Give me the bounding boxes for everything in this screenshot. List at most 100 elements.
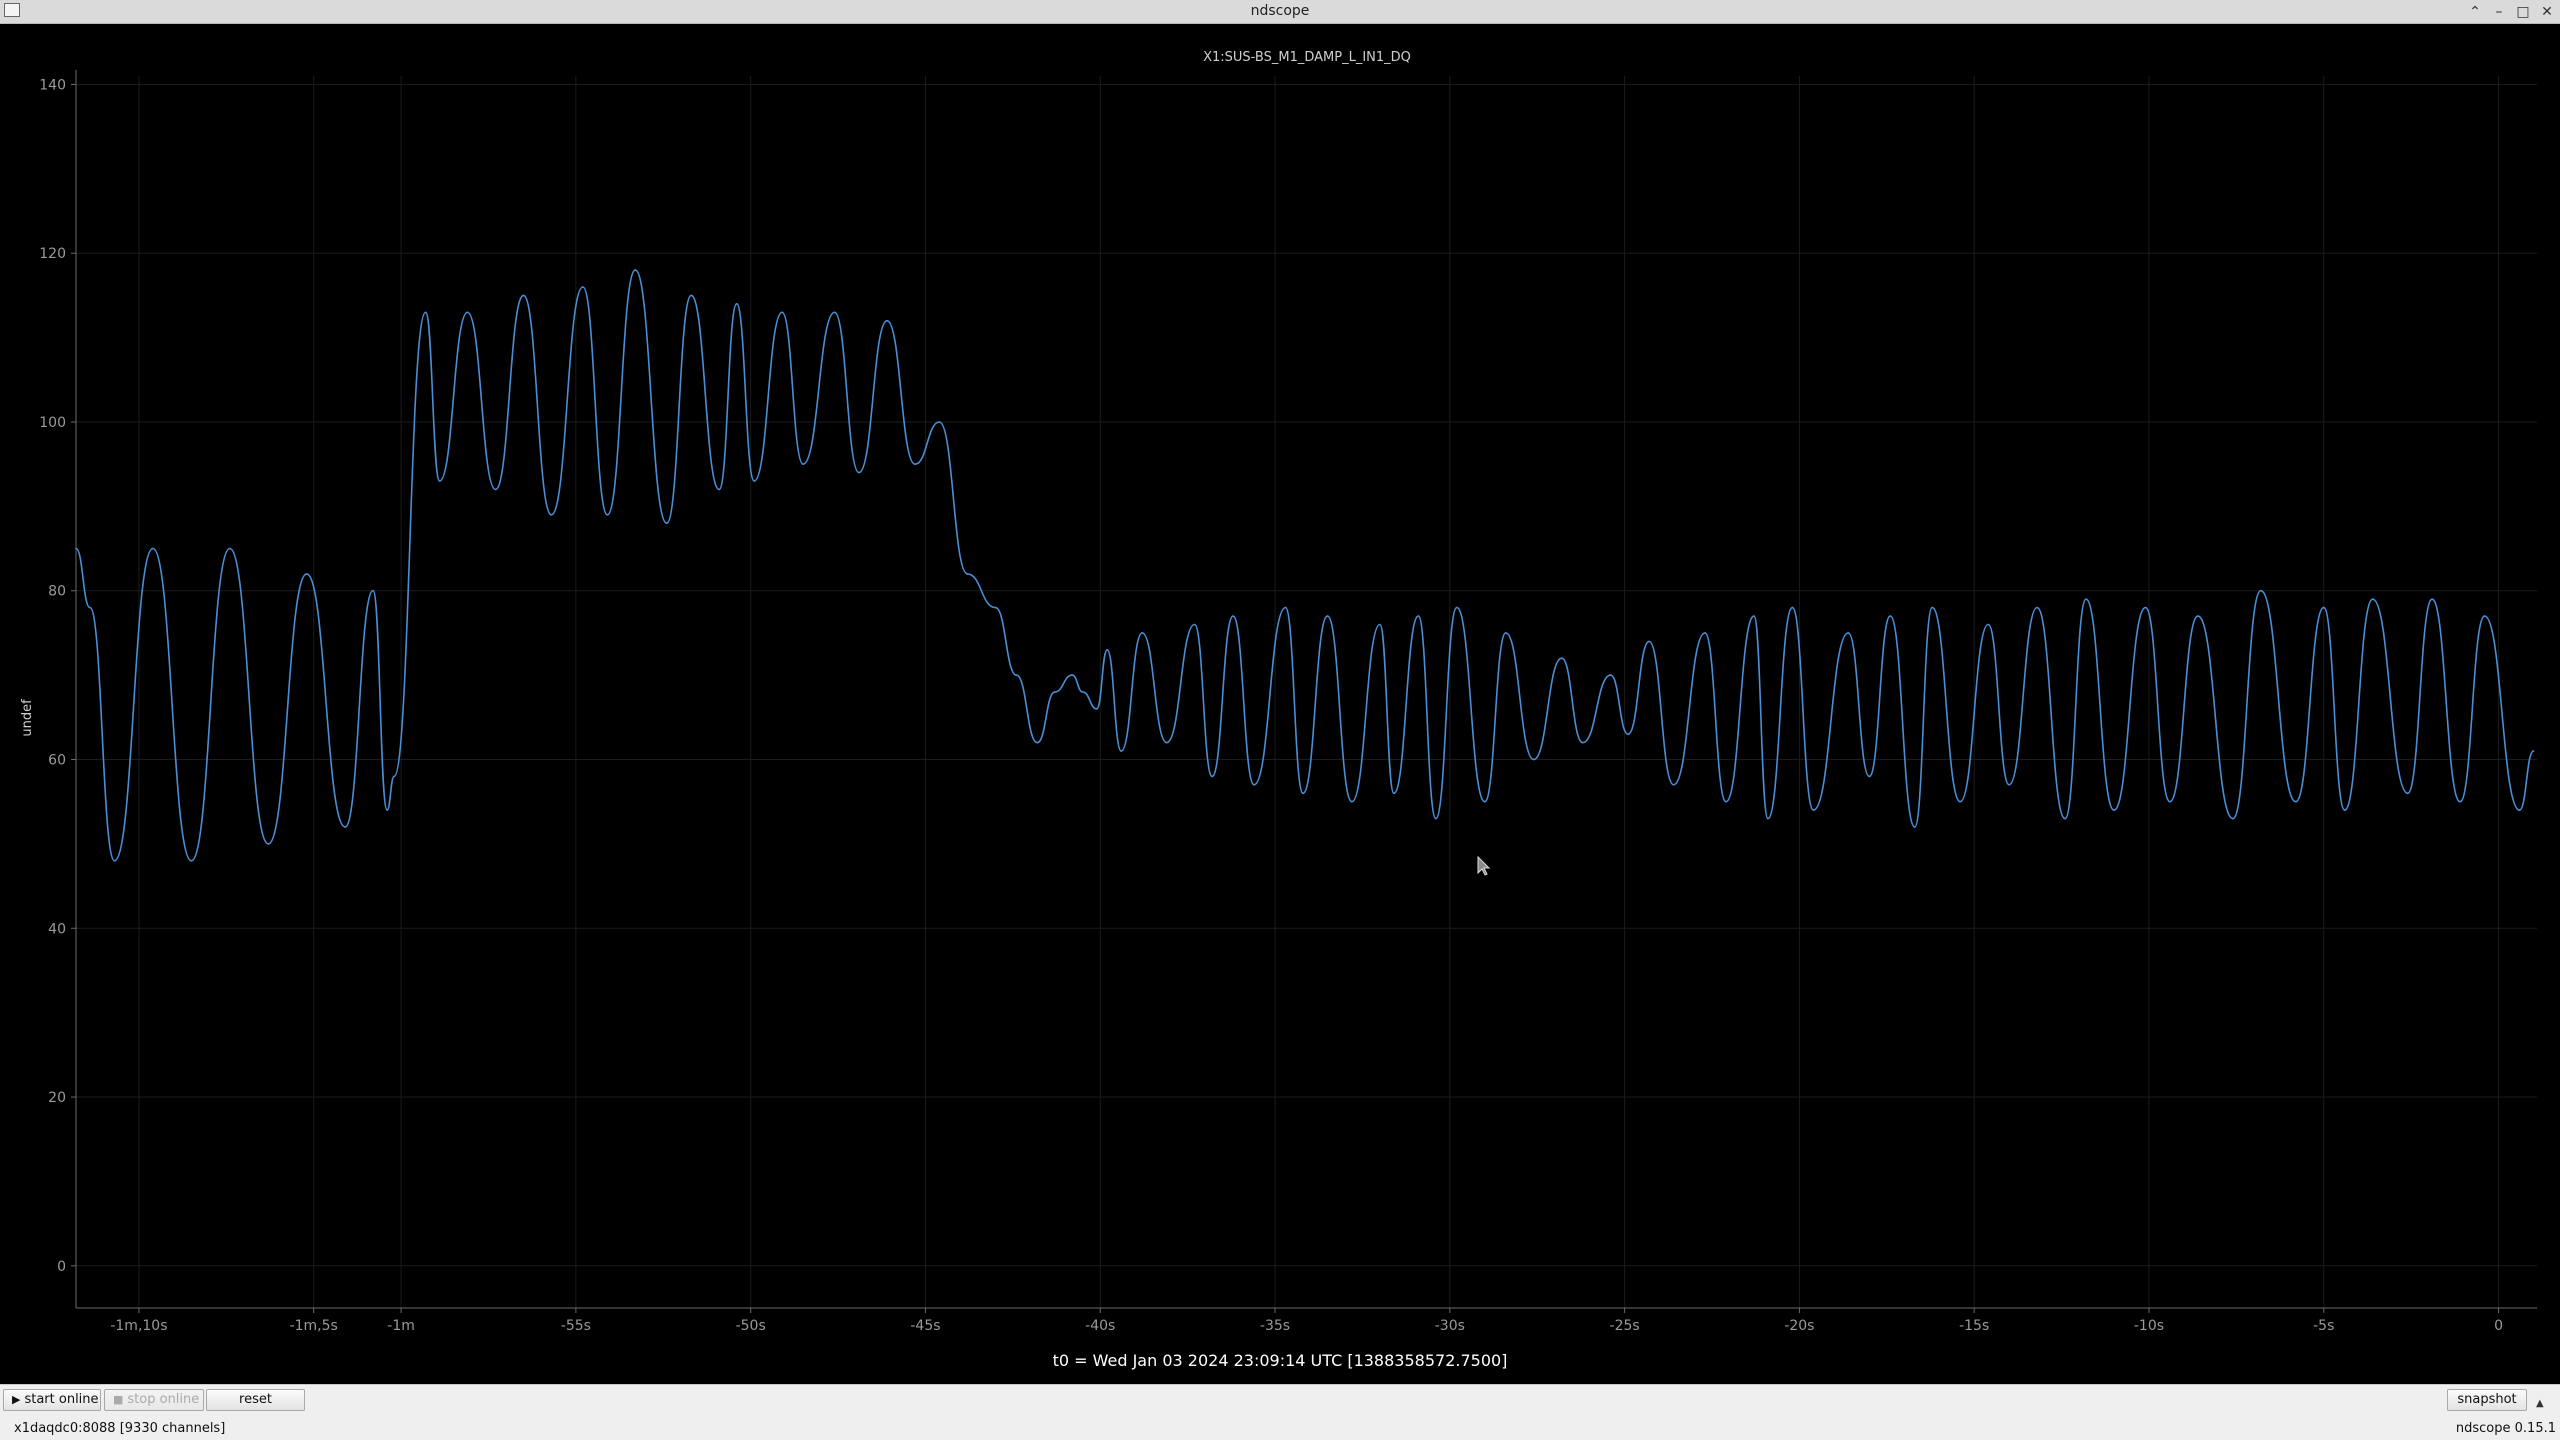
server-status: x1daqdc0:8088 [9330 channels] [14, 1421, 226, 1436]
expand-arrow-icon[interactable]: ▲ [2536, 1398, 2544, 1409]
x-tick-label: -10s [2134, 1318, 2164, 1334]
x-tick-label: -45s [910, 1318, 940, 1334]
data-point [1847, 632, 1850, 634]
data-point [1435, 817, 1437, 820]
data-point [1351, 800, 1353, 803]
window-controls: ⌃ – □ ✕ [2466, 1, 2556, 23]
data-point [634, 269, 637, 271]
x-tick-label: -35s [1260, 1318, 1290, 1334]
data-point [2371, 598, 2374, 600]
data-point [886, 319, 888, 322]
data-point [1648, 640, 1650, 643]
data-point [1193, 623, 1196, 626]
data-point [2532, 750, 2535, 752]
data-point [2085, 598, 2087, 600]
data-point [344, 826, 347, 828]
x-tick-label: -40s [1085, 1318, 1115, 1334]
data-point [1036, 741, 1039, 744]
data-point [1627, 733, 1629, 735]
t0-label: t0 = Wed Jan 03 2024 23:09:14 UTC [13883… [1053, 1351, 1508, 1370]
data-point [89, 606, 91, 609]
data-point [735, 303, 738, 305]
data-point [914, 463, 916, 466]
y-tick-label: 0 [57, 1259, 66, 1275]
data-point [1417, 615, 1420, 617]
reset-button[interactable]: reset [206, 1389, 305, 1411]
data-point [2295, 800, 2297, 803]
data-point [550, 514, 553, 516]
data-point [2169, 800, 2171, 803]
data-point [1753, 615, 1755, 617]
snapshot-button[interactable]: snapshot [2447, 1389, 2527, 1411]
data-point [1959, 800, 1961, 803]
data-point [718, 488, 720, 491]
data-point [2144, 606, 2147, 609]
data-point [966, 573, 969, 575]
channel-title: X1:SUS-BS_M1_DAMP_L_IN1_DQ [1203, 50, 1411, 65]
y-axis-label: undef [20, 699, 35, 737]
data-point [2406, 792, 2409, 795]
data-point [802, 463, 804, 466]
y-tick-label: 40 [48, 921, 66, 937]
data-point [994, 606, 997, 609]
data-point [1767, 817, 1769, 820]
y-tick-label: 60 [48, 753, 66, 769]
data-point [2260, 589, 2262, 592]
plot-area[interactable]: 0 20 40 60 80 100 120 140 -1m,10s -1m,5s -1m -55s -5… [0, 24, 2560, 1384]
time-series-plot[interactable]: 0 20 40 60 80 100 120 140 -1m,10s -1m,5s -1m -55s -5… [0, 24, 2560, 1384]
data-point [2323, 606, 2325, 609]
data-point [1581, 741, 1584, 744]
data-point [2483, 615, 2486, 617]
data-point [113, 860, 116, 862]
start-online-button[interactable]: ▶ start online [3, 1389, 101, 1411]
data-point [582, 286, 584, 288]
shade-window-icon[interactable]: ⌃ [2469, 4, 2481, 20]
data-point [1456, 606, 1458, 609]
y-tick-label: 120 [39, 246, 66, 262]
data-point [267, 843, 270, 845]
data-point [1609, 674, 1612, 676]
data-point [1505, 632, 1507, 634]
data-point [1165, 741, 1168, 744]
data-point [1532, 758, 1535, 761]
data-point [1082, 691, 1084, 693]
data-point [833, 311, 836, 314]
data-point [1560, 657, 1563, 659]
plot-axes [71, 70, 2537, 1313]
data-point [2064, 817, 2066, 820]
x-tick-label: -5s [2313, 1318, 2334, 1334]
data-point [152, 547, 154, 550]
close-window-icon[interactable]: ✕ [2541, 4, 2553, 20]
data-point [938, 421, 941, 423]
maximize-window-icon[interactable]: □ [2516, 4, 2530, 20]
data-point [305, 573, 308, 575]
app-window-icon[interactable] [4, 3, 20, 17]
data-point [1106, 649, 1108, 651]
data-point [1015, 674, 1018, 676]
y-tick-label: 140 [39, 77, 66, 93]
x-tick-label: -55s [561, 1318, 591, 1334]
stop-icon: ■ [113, 1393, 124, 1406]
data-point [1868, 775, 1871, 778]
data-point [372, 589, 374, 592]
data-point [438, 480, 441, 482]
bottom-toolbar: ▶ start online ■ stop online reset snapsho… [0, 1384, 2560, 1440]
data-point [1211, 775, 1213, 778]
data-point [2113, 809, 2115, 811]
mouse-cursor-icon [1477, 855, 1491, 876]
data-point [1326, 615, 1329, 617]
window-title: ndscope [1250, 3, 1310, 19]
data-point [1232, 615, 1234, 617]
x-tick-label: -1m,5s [290, 1318, 338, 1334]
data-point [781, 311, 783, 314]
x-tick-label: -30s [1435, 1318, 1465, 1334]
stop-online-button: ■ stop online [104, 1389, 204, 1411]
minimize-window-icon[interactable]: – [2495, 4, 2503, 20]
x-tick-label: -25s [1610, 1318, 1640, 1334]
x-tick-label: -50s [736, 1318, 766, 1334]
data-point [2459, 800, 2461, 803]
x-tick-label: -20s [1784, 1318, 1814, 1334]
data-point [1725, 800, 1727, 803]
data-point [1253, 784, 1255, 786]
data-point [75, 547, 77, 550]
